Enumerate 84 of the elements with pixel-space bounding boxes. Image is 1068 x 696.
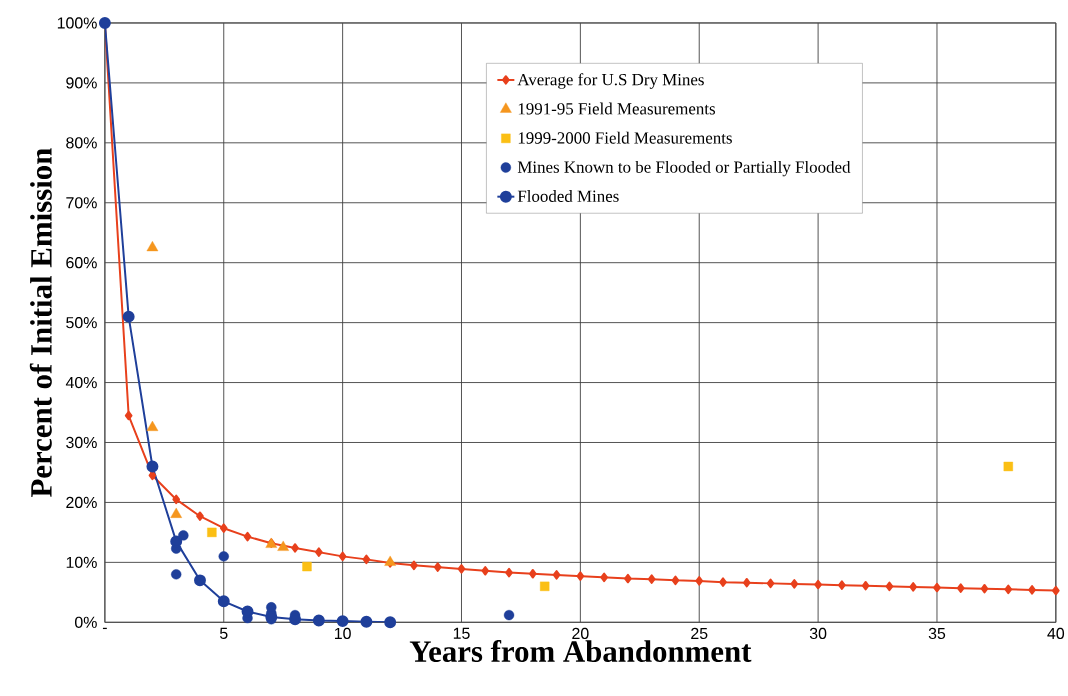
point [217,595,230,608]
point [671,575,680,586]
y-tick-label: 10% [66,556,97,568]
y-tick-label: 70% [66,197,97,209]
point [196,511,204,521]
x-tick-label: 25 [691,627,708,639]
x-tick-label: 10 [334,627,351,639]
y-tick-label: 100% [57,17,97,29]
point [277,540,289,551]
legend-label: Mines Known to be Flooded or Partially Flooded [517,160,851,177]
point [647,574,656,584]
x-tick-label: 15 [453,627,470,639]
point [336,615,349,627]
legend-label: 1999-2000 Field Measurements [518,131,732,144]
y-tick-label: 50% [66,316,97,329]
point [315,547,323,557]
x-tick-label: 40 [1047,627,1065,639]
point [146,460,159,473]
point [194,574,206,587]
point [360,615,373,628]
point [338,551,347,562]
point [503,609,515,621]
point [528,568,537,579]
point [1028,585,1036,595]
x-tick-label: 35 [928,627,946,639]
point [956,583,965,593]
y-tick-label: 30% [66,436,97,449]
point [146,420,159,431]
x-tick-label: 30 [809,627,827,639]
point [885,581,894,592]
legend-label: 1991-95 Field Measurements [518,102,716,115]
point [790,579,799,589]
point [122,310,135,323]
x-tick-label: 5 [219,627,228,639]
point [505,567,513,578]
point [695,576,704,586]
point [814,579,822,590]
point [1003,461,1013,472]
legend-label: Flooded Mines [517,189,619,202]
point [219,523,228,533]
point [1004,584,1013,595]
point [362,554,371,565]
y-tick-label: 0% [75,616,97,628]
y-tick-label: 90% [66,77,97,89]
point [719,577,727,587]
y-tick-label: 20% [66,496,97,508]
point [980,583,989,594]
x-axis-title: Years from Abandonment [409,639,752,662]
point [218,551,229,562]
point [457,564,466,574]
point [172,494,181,505]
point [302,561,312,572]
x-tick-label: - [102,627,107,629]
y-tick-label: 80% [66,137,97,149]
point [207,527,217,537]
point [171,569,182,580]
point [146,240,159,252]
y-axis-title: Percent of Initial Emission [29,148,52,497]
point [861,580,870,591]
point [384,616,397,629]
legend-label: Average for U.S Dry Mines [517,73,704,89]
point [540,581,550,591]
point [178,530,189,541]
point [838,580,846,590]
point [124,410,133,421]
point [552,570,561,580]
point [600,572,608,583]
point [742,577,751,588]
point [243,531,252,542]
point [410,560,418,571]
y-tick-label: 60% [66,256,97,269]
point [433,562,442,572]
point [624,573,632,584]
y-tick-label: 40% [65,376,97,389]
point [312,614,325,627]
x-tick-label: 20 [572,627,589,639]
point [909,582,918,592]
point [170,507,183,518]
point [291,543,299,553]
point [1052,585,1060,596]
point [933,582,941,593]
point [576,571,585,581]
point [766,578,775,589]
point [481,565,490,576]
